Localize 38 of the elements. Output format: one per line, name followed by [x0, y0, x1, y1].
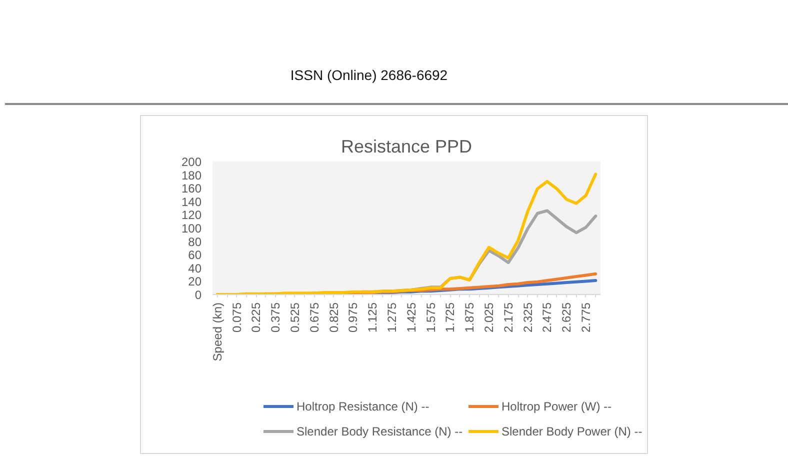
x-tick-label: 0.825 [326, 302, 341, 333]
x-tick-label: 0.075 [230, 302, 244, 333]
y-tick-label: 180 [181, 168, 202, 182]
x-tick-label: 0.225 [249, 302, 264, 333]
y-tick-label: 100 [181, 222, 202, 236]
x-tick-label: Speed (kn) [210, 302, 224, 362]
text: ISSN (Online) 2686-6692 [290, 67, 448, 83]
y-tick-label: 200 [181, 155, 202, 169]
legend-label: Holtrop Resistance (N) -- [296, 400, 430, 414]
y-tick-label: 140 [181, 194, 202, 209]
y-tick-label: 120 [181, 208, 202, 222]
x-tick-label: 1.425 [404, 302, 418, 333]
y-tick-label: 40 [188, 261, 202, 276]
x-tick-label: 2.325 [520, 302, 535, 333]
legend-label: Slender Body Power (N) -- [502, 424, 642, 438]
legend-label: Slender Body Resistance (N) -- [296, 424, 463, 438]
x-tick-label: 1.875 [462, 302, 477, 333]
y-tick-label: 60 [188, 248, 202, 262]
x-tick-label: 0.375 [268, 302, 283, 333]
y-tick-label: 80 [188, 234, 202, 249]
chart-title: Resistance PPD [340, 136, 472, 156]
x-tick-label: 2.625 [560, 302, 574, 333]
x-tick-label: 0.975 [346, 302, 360, 333]
x-tick-label: 2.475 [540, 302, 554, 333]
y-tick-label: 0 [194, 288, 202, 302]
x-tick-label: 1.275 [384, 302, 399, 333]
legend-label: Holtrop Power (W) -- [502, 400, 612, 414]
x-tick-label: 2.025 [482, 302, 496, 333]
line-series [216, 172, 598, 294]
x-tick-label: 0.525 [288, 302, 302, 333]
x-tick-label: 2.175 [501, 302, 516, 333]
x-tick-label: 1.125 [366, 302, 380, 333]
y-tick-label: 160 [181, 182, 202, 196]
x-tick-label: 0.675 [307, 302, 322, 333]
x-tick-label: 2.775 [578, 302, 593, 333]
x-tick-label: 1.725 [443, 302, 458, 333]
y-tick-label: 20 [188, 274, 202, 289]
x-tick-label: 1.575 [424, 302, 438, 333]
